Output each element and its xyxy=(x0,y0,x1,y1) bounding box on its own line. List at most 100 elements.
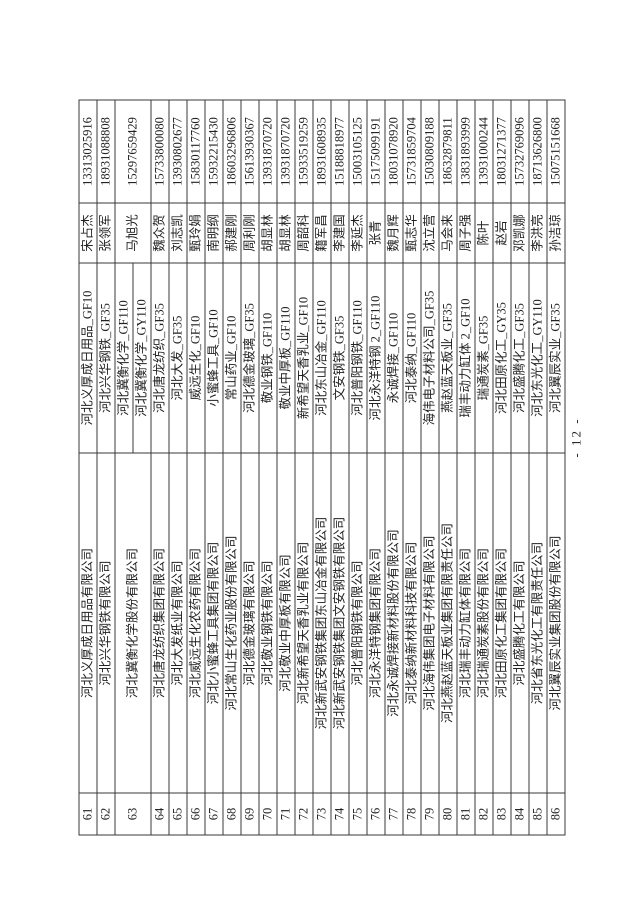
contact-cell: 李洪亮 xyxy=(528,202,547,263)
phone-cell: 18603296806 xyxy=(222,99,241,203)
company-cell: 河北常山生化药业股份有限公司 xyxy=(222,452,241,793)
serial-cell: 76 xyxy=(366,792,385,835)
table-row: 76 河北永洋特钢集团有限公司 河北永洋特钢 2_GF110 张青 1517509919… xyxy=(366,99,385,835)
serial-cell: 63 xyxy=(114,792,151,835)
phone-cell: 15830117760 xyxy=(186,99,205,203)
phone-cell: 15613930367 xyxy=(240,99,259,203)
contact-cell: 赵岩 xyxy=(492,202,511,263)
company-cell: 河北永洋特钢集团有限公司 xyxy=(366,452,385,793)
companies-table-body: 61 河北义厚成日用品有限公司 河北义厚成日用品_GF10 宋占杰 1331302591… xyxy=(78,99,565,835)
contact-cell: 刘志凯 xyxy=(168,202,187,263)
serial-cell: 61 xyxy=(78,792,97,835)
table-row: 71 河北敬业中厚板有限公司 敬业中厚板_GF110 胡显林 13931870720 xyxy=(276,99,295,835)
table-row: 64 河北唐龙纺织集团有限公司 河北唐龙纺织_GF35 魏众贺 15733800080 xyxy=(150,99,169,835)
table-row: 62 河北兴华钢铁有限公司 河北兴华钢铁_GF35 张领军 18931088808 xyxy=(96,99,115,835)
product-cell: 河北翼辰实业_GF35 xyxy=(546,262,565,453)
company-cell: 河北敬业钢铁有限公司 xyxy=(258,452,277,793)
company-cell: 河北泰纳新材料科技有限公司 xyxy=(402,452,421,793)
product-cell: 河北普阳钢铁_GF110 xyxy=(348,262,367,453)
product-cell: 河北泰纳_GF110 xyxy=(402,262,421,453)
company-cell: 河北海伟集团电子材料有限公司 xyxy=(420,452,439,793)
table-row: 68 河北常山生化药业股份有限公司 常山药业_GF10 郝建刚 18603296806 xyxy=(222,99,241,835)
table-row: 73 河北新武安钢铁集团东山冶金有限公司 河北东山冶金_GF110 籍军昌 189316… xyxy=(312,99,331,835)
phone-cell: 15175099191 xyxy=(366,99,385,203)
company-cell: 河北冀衡化学股份有限公司 xyxy=(114,452,151,793)
table-row: 67 河北小蜜蜂工具集团有限公司 小蜜蜂工具_GF10 南明纲 15932215430 xyxy=(204,99,223,835)
product-cell: 河北大发_GF35 xyxy=(168,262,187,453)
product-cell: 威远生化_GF10 xyxy=(186,262,205,453)
product-cell: 河北盛腾化工_GF35 xyxy=(510,262,529,453)
product-cell: 河北冀衡化学_GF110 xyxy=(114,262,133,453)
product-cell: 河北兴华钢铁_GF35 xyxy=(96,262,115,453)
serial-cell: 65 xyxy=(168,792,187,835)
contact-cell: 马会来 xyxy=(438,202,457,263)
phone-cell: 13831893999 xyxy=(456,99,475,203)
contact-cell: 马旭光 xyxy=(114,202,151,263)
company-cell: 河北义厚成日用品有限公司 xyxy=(78,452,97,793)
company-cell: 河北新希望天香乳业有限公司 xyxy=(294,452,313,793)
contact-cell: 周子强 xyxy=(456,202,475,263)
contact-cell: 周利刚 xyxy=(240,202,259,263)
table-row: 61 河北义厚成日用品有限公司 河北义厚成日用品_GF10 宋占杰 1331302591… xyxy=(78,99,97,835)
product-cell: 瑞丰动力缸体 2_GF10 xyxy=(456,262,475,453)
phone-cell: 15188818977 xyxy=(330,99,349,203)
table-row: 65 河北大发纸业有限公司 河北大发_GF35 刘志凯 13930802677 xyxy=(168,99,187,835)
phone-cell: 15731859704 xyxy=(402,99,421,203)
phone-cell: 18713626800 xyxy=(528,99,547,203)
contact-cell: 魏众贺 xyxy=(150,202,169,263)
phone-cell: 13931870720 xyxy=(258,99,277,203)
contact-cell: 陈叶 xyxy=(474,202,493,263)
contact-cell: 魏月辉 xyxy=(384,202,403,263)
phone-cell: 18031078920 xyxy=(384,99,403,203)
serial-cell: 62 xyxy=(96,792,115,835)
table-row: 80 河北燕赵蓝天板业集团有限责任公司 燕赵蓝天板业_GF35 马会来 18632879… xyxy=(438,99,457,835)
company-cell: 河北永诚焊接新材料股份有限公司 xyxy=(384,452,403,793)
serial-cell: 78 xyxy=(402,792,421,835)
phone-cell: 13931870720 xyxy=(276,99,295,203)
phone-cell: 13313025916 xyxy=(78,99,97,203)
phone-cell: 15297659429 xyxy=(114,99,151,203)
company-cell: 河北小蜜蜂工具集团有限公司 xyxy=(204,452,223,793)
product-cell: 敬业中厚板_GF110 xyxy=(276,262,295,453)
company-cell: 河北兴华钢铁有限公司 xyxy=(96,452,115,793)
product-cell: 燕赵蓝天板业_GF35 xyxy=(438,262,457,453)
serial-cell: 70 xyxy=(258,792,277,835)
table-row: 77 河北永诚焊接新材料股份有限公司 永诚焊接_GF110 魏月辉 1803107892… xyxy=(384,99,403,835)
phone-cell: 15732769096 xyxy=(510,99,529,203)
page-number: - 12 - xyxy=(568,416,583,458)
table-row: 66 河北威远生化农药有限公司 威远生化_GF10 甄玲娟 15830117760 xyxy=(186,99,205,835)
contact-cell: 张领军 xyxy=(96,202,115,263)
product-cell: 河北永洋特钢 2_GF110 xyxy=(366,262,385,453)
serial-cell: 86 xyxy=(546,792,565,835)
product-cell: 永诚焊接_GF110 xyxy=(384,262,403,453)
table-row: 72 河北新希望天香乳业有限公司 新希望天香乳业_GF10 周韶科 1593351925… xyxy=(294,99,313,835)
table-row: 79 河北海伟集团电子材料有限公司 海伟电子材料公司_GF35 沈立营 15030809… xyxy=(420,99,439,835)
serial-cell: 64 xyxy=(150,792,169,835)
serial-cell: 72 xyxy=(294,792,313,835)
serial-cell: 74 xyxy=(330,792,349,835)
product-cell: 河北冀衡化学_GY110 xyxy=(132,262,151,453)
phone-cell: 15933519259 xyxy=(294,99,313,203)
serial-cell: 73 xyxy=(312,792,331,835)
serial-cell: 79 xyxy=(420,792,439,835)
serial-cell: 83 xyxy=(492,792,511,835)
company-cell: 河北敬业中厚板有限公司 xyxy=(276,452,295,793)
contact-cell: 李延杰 xyxy=(348,202,367,263)
company-cell: 河北翼辰实业集团股份有限公司 xyxy=(546,452,565,793)
phone-cell: 15932215430 xyxy=(204,99,223,203)
product-cell: 敬业钢铁_GF110 xyxy=(258,262,277,453)
company-cell: 河北燕赵蓝天板业集团有限责任公司 xyxy=(438,452,457,793)
product-cell: 常山药业_GF10 xyxy=(222,262,241,453)
product-cell: 河北东山冶金_GF110 xyxy=(312,262,331,453)
phone-cell: 15733800080 xyxy=(150,99,169,203)
company-cell: 河北普阳钢铁有限公司 xyxy=(348,452,367,793)
product-cell: 文安钢铁_GF35 xyxy=(330,262,349,453)
contact-cell: 籍军昌 xyxy=(312,202,331,263)
contact-cell: 宋占杰 xyxy=(78,202,97,263)
product-cell: 河北德金玻璃_GF35 xyxy=(240,262,259,453)
serial-cell: 66 xyxy=(186,792,205,835)
phone-cell: 18632879811 xyxy=(438,99,457,203)
company-cell: 河北唐龙纺织集团有限公司 xyxy=(150,452,169,793)
phone-cell: 13930802677 xyxy=(168,99,187,203)
